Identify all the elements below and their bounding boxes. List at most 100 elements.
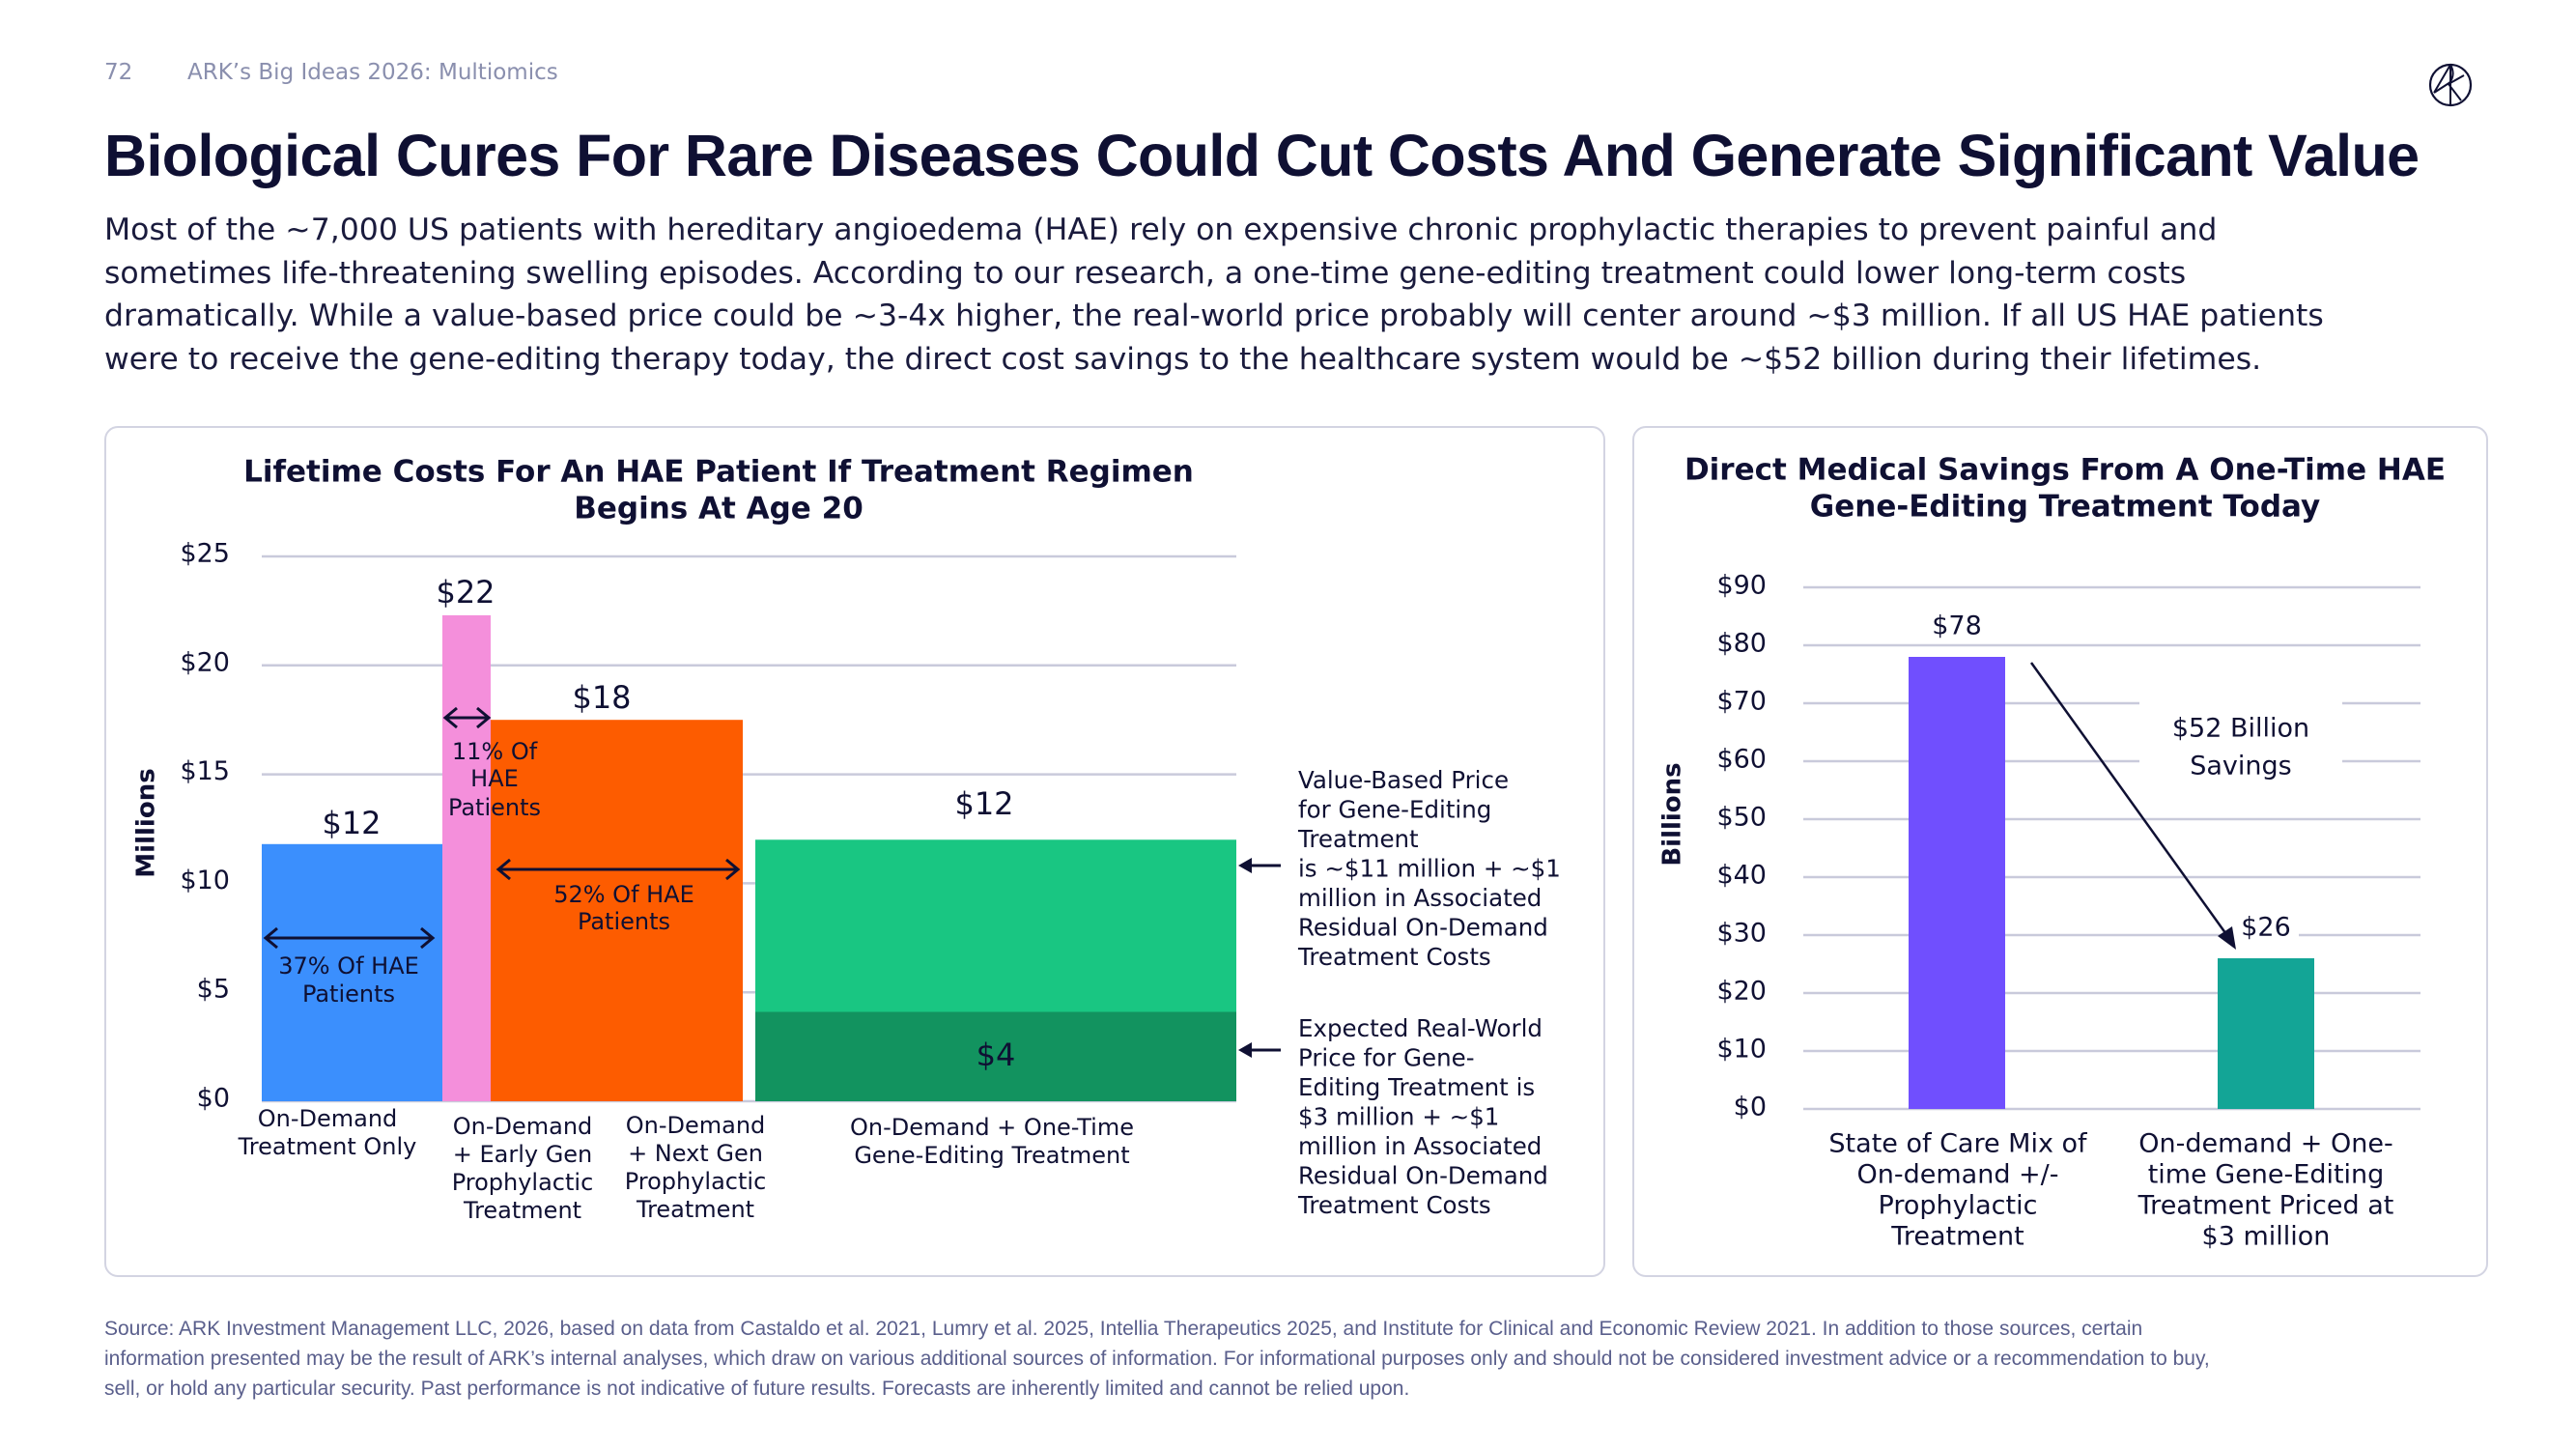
width-arrow-heads — [442, 706, 492, 729]
lifetime-costs-chart: Lifetime Costs For An HAE Patient If Tre… — [132, 455, 1561, 1225]
annotation-text: Residual On-Demand — [1298, 914, 1548, 942]
x-category-label: Prophylactic — [1879, 1191, 2038, 1221]
x-category-label: Treatment — [636, 1196, 754, 1223]
x-category-label: Treatment — [1890, 1222, 2024, 1252]
chart-title: Direct Medical Savings From A One-Time H… — [1684, 453, 2446, 488]
footnote-line: Source: ARK Investment Management LLC, 2… — [104, 1318, 2143, 1340]
annotation-text: is ~$11 million + ~$1 — [1298, 855, 1561, 883]
annotation-text: Treatment — [1297, 825, 1419, 853]
x-category-label: On-Demand — [453, 1113, 593, 1140]
x-category-label: On-demand +/- — [1857, 1160, 2059, 1190]
y-tick-label: $25 — [180, 539, 230, 569]
annotation-arrowhead — [1238, 1042, 1252, 1058]
page-number: 72 — [104, 60, 133, 85]
value-label: $18 — [572, 679, 631, 716]
annotation-text: for Gene-Editing — [1298, 796, 1491, 824]
y-tick-label: $70 — [1716, 687, 1767, 717]
share-label: Patients — [302, 980, 395, 1008]
chart-title: Begins At Age 20 — [574, 492, 863, 526]
y-axis-label: Millions — [132, 768, 161, 877]
annotation-text: Residual On-Demand — [1298, 1162, 1548, 1190]
share-label: 37% Of HAE — [278, 952, 419, 980]
x-category-label: time Gene-Editing — [2148, 1160, 2385, 1190]
bar-1 — [2218, 958, 2314, 1109]
annotation-text: Value-Based Price — [1298, 766, 1509, 794]
annotation-text: Editing Treatment is — [1298, 1073, 1535, 1101]
value-label: $12 — [954, 785, 1013, 822]
x-category-label: Prophylactic — [452, 1169, 594, 1196]
bar-1 — [442, 614, 491, 1101]
intro-paragraph: Most of the ~7,000 US patients with here… — [104, 209, 2500, 381]
footnote-line: information presented may be the result … — [104, 1348, 2210, 1370]
x-category-label: + Early Gen — [453, 1141, 593, 1168]
savings-chart-panel: Direct Medical Savings From A One-Time H… — [1632, 426, 2488, 1277]
source-footnote: Source: ARK Investment Management LLC, 2… — [104, 1314, 2519, 1404]
share-label: Patients — [448, 794, 541, 821]
y-tick-label: $60 — [1716, 745, 1767, 775]
ark-logo-icon — [2428, 63, 2473, 107]
y-tick-label: $90 — [1716, 571, 1767, 601]
savings-annotation: $52 Billion — [2172, 714, 2309, 744]
x-category-label: On-Demand — [626, 1112, 766, 1139]
paragraph-line: were to receive the gene-editing therapy… — [104, 341, 2262, 377]
y-tick-label: $80 — [1716, 629, 1767, 659]
y-tick-label: $20 — [1716, 977, 1767, 1007]
bar-0 — [1909, 657, 2005, 1109]
annotation-text: Treatment Costs — [1297, 1191, 1491, 1219]
value-label: $26 — [2241, 913, 2291, 943]
paragraph-line: Most of the ~7,000 US patients with here… — [104, 213, 2218, 247]
x-category-label: On-Demand — [258, 1105, 398, 1132]
width-arrow-heads — [495, 858, 741, 881]
label-background — [2233, 908, 2299, 943]
lifetime-costs-chart-panel: Lifetime Costs For An HAE Patient If Tre… — [104, 426, 1605, 1277]
footnote-line: sell, or hold any particular security. P… — [104, 1378, 1410, 1400]
y-tick-label: $10 — [180, 866, 230, 895]
x-category-label: Gene-Editing Treatment — [854, 1142, 1129, 1169]
share-label: Patients — [578, 908, 670, 935]
annotation-text: Price for Gene- — [1298, 1044, 1475, 1072]
x-category-label: Prophylactic — [625, 1168, 767, 1195]
y-tick-label: $50 — [1716, 803, 1767, 833]
bar-2 — [491, 720, 743, 1101]
value-label: $12 — [322, 805, 381, 841]
annotation-arrowhead — [1238, 858, 1252, 873]
annotation-text: $3 million + ~$1 — [1298, 1103, 1499, 1131]
paragraph-line: dramatically. While a value-based price … — [104, 298, 2324, 333]
bar-stacked-lower — [755, 1011, 1236, 1101]
annotation-background — [2139, 700, 2342, 781]
annotation-text: Treatment Costs — [1297, 943, 1491, 971]
x-category-label: Treatment Priced at — [2137, 1191, 2394, 1221]
y-tick-label: $5 — [197, 975, 230, 1005]
savings-arrow — [2029, 662, 2230, 938]
y-tick-label: $10 — [1716, 1035, 1767, 1065]
y-tick-label: $15 — [180, 756, 230, 786]
y-tick-label: $40 — [1716, 861, 1767, 891]
y-tick-label: $30 — [1716, 919, 1767, 949]
chart-title: Gene-Editing Treatment Today — [1810, 490, 2320, 525]
x-category-label: State of Care Mix of — [1828, 1129, 2088, 1159]
value-label: $78 — [1932, 611, 1982, 641]
share-label: 52% Of HAE — [553, 881, 694, 908]
y-tick-label: $0 — [1734, 1093, 1767, 1122]
width-arrow-heads — [263, 926, 436, 950]
x-category-label: + Next Gen — [628, 1140, 763, 1167]
savings-annotation: Savings — [2190, 752, 2291, 781]
page-title: Biological Cures For Rare Diseases Could… — [104, 123, 2420, 188]
x-category-label: Treatment — [463, 1197, 581, 1224]
savings-arrowhead — [2218, 926, 2236, 950]
annotation-text: million in Associated — [1298, 884, 1542, 912]
document-title: ARK’s Big Ideas 2026: Multiomics — [187, 60, 558, 85]
annotation-text: million in Associated — [1298, 1132, 1542, 1160]
chart-title: Lifetime Costs For An HAE Patient If Tre… — [243, 455, 1194, 490]
paragraph-line: sometimes life-threatening swelling epis… — [104, 255, 2187, 291]
y-tick-label: $20 — [180, 647, 230, 677]
bar-0 — [262, 843, 442, 1101]
annotation-text: Expected Real-World — [1298, 1014, 1543, 1042]
value-label: $4 — [977, 1037, 1016, 1073]
x-category-label: Treatment Only — [238, 1133, 417, 1160]
savings-chart: Direct Medical Savings From A One-Time H… — [1658, 453, 2447, 1252]
y-tick-label: $0 — [197, 1084, 230, 1114]
y-axis-label: Billions — [1658, 762, 1687, 866]
value-label: $22 — [436, 574, 495, 611]
share-label: HAE — [470, 765, 519, 792]
